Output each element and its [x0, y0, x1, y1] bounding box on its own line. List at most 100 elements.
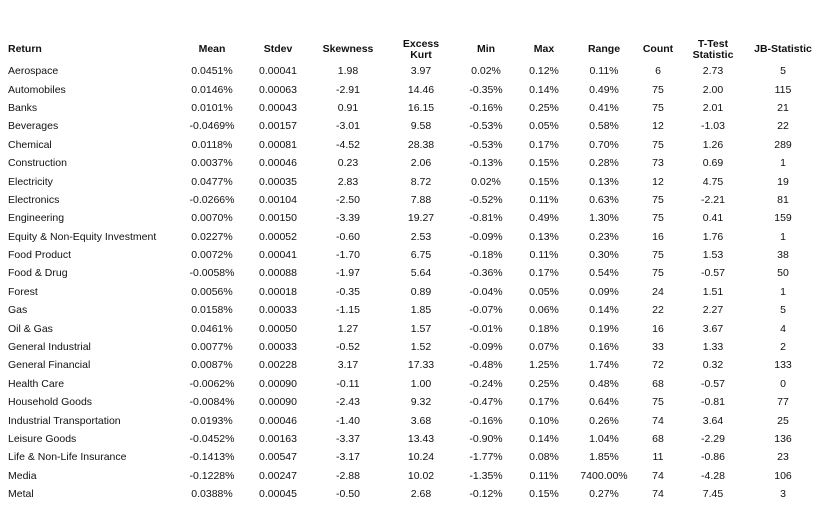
table-cell: 9.32 — [410, 396, 432, 409]
table-cell: 0.23% — [589, 230, 619, 243]
table-cell: 1.27 — [337, 322, 359, 335]
row-label: Gas — [8, 304, 28, 317]
table-cell: 0.16% — [589, 341, 619, 354]
table-cell: 0.0193% — [191, 414, 233, 427]
table-cell: 75 — [652, 267, 664, 280]
table-cell: 75 — [652, 83, 664, 96]
table-row: Equity & Non-Equity Investment 0.0227% 0.0… — [6, 228, 820, 246]
column-header-text: T-Test — [697, 37, 729, 50]
row-label: Leisure Goods — [8, 433, 77, 445]
table-cell: 0.17% — [529, 396, 559, 409]
row-label: Metal — [8, 488, 34, 501]
table-row: Engineering 0.0070% 0.00150 -3.39 19.27 -0.81… — [6, 209, 820, 227]
table-cell: 0.09% — [589, 285, 619, 298]
table-cell: 73 — [652, 157, 664, 170]
table-cell: 68 — [652, 377, 664, 390]
table-cell: 0.15% — [529, 175, 559, 188]
column-header-text: JB-Statistic — [754, 43, 812, 55]
table-cell: 7400.00% — [580, 469, 628, 482]
table-cell: -0.35% — [469, 83, 503, 96]
table-cell: 0.23 — [337, 157, 359, 170]
table-cell: 16.15 — [407, 101, 435, 114]
table-cell: 19.27 — [407, 212, 435, 225]
row-label: Life & Non-Life Insurance — [8, 451, 127, 464]
row-label: Equity & Non-Equity Investment — [8, 230, 157, 243]
table-cell: 136 — [774, 433, 792, 445]
table-cell: 0.17% — [529, 138, 559, 151]
column-header-text: Excess — [402, 37, 440, 50]
table-cell: 3.97 — [410, 65, 432, 78]
table-cell: -1.03 — [701, 120, 725, 133]
table-cell: 0.00090 — [259, 396, 297, 409]
table-cell: 0.0056% — [191, 285, 233, 298]
table-cell: 16 — [652, 322, 664, 335]
table-cell: 0.26% — [589, 414, 619, 427]
table-cell: 0.00033 — [259, 341, 297, 354]
table-cell: 12 — [652, 175, 664, 188]
table-cell: 6 — [655, 65, 661, 78]
table-cell: 1.04% — [589, 433, 619, 445]
table-cell: 0.00043 — [259, 101, 297, 114]
table-cell: 0.30% — [589, 249, 619, 262]
table-cell: 22 — [777, 120, 789, 133]
table-cell: 38 — [777, 249, 789, 262]
table-cell: 0.00090 — [259, 377, 297, 390]
table-cell: 4 — [780, 322, 786, 335]
table-cell: -2.43 — [336, 396, 360, 409]
table-cell: 0.0072% — [191, 249, 233, 262]
table-cell: 115 — [774, 83, 792, 96]
table-cell: 8.72 — [410, 175, 432, 188]
column-header-text: Range — [587, 43, 621, 55]
table-row: Industrial Transportation 0.0193% 0.00046 -… — [6, 411, 820, 429]
table-cell: 1.85% — [589, 451, 619, 464]
table-cell: 12 — [652, 120, 664, 133]
table-cell: 0.00228 — [259, 359, 297, 372]
row-label: Food Product — [8, 249, 72, 262]
table-row: Forest 0.0056% 0.00018 -0.35 0.89 -0.04% 0.05%… — [6, 283, 820, 301]
table-cell: -0.16% — [469, 101, 503, 114]
table-cell: -0.57 — [701, 377, 725, 390]
table-cell: -0.0084% — [189, 396, 235, 409]
table-cell: 0.0227% — [191, 230, 233, 243]
table-cell: 74 — [652, 414, 664, 427]
table-cell: 23 — [777, 451, 789, 464]
statistics-table: Return Mean Stdev Skewness Excess Kurt Min Max R… — [6, 37, 820, 503]
table-row: Household Goods -0.0084% 0.00090 -2.43 9.32 -… — [6, 393, 820, 411]
table-cell: -0.0469% — [189, 120, 235, 133]
table-cell: 0.06% — [529, 304, 559, 317]
table-cell: 3.64 — [702, 414, 724, 427]
table-row: Leisure Goods -0.0452% 0.00163 -3.37 13.43 -0… — [6, 430, 820, 448]
table-cell: 0.70% — [589, 138, 619, 151]
row-label: Beverages — [8, 120, 59, 133]
table-cell: 10.02 — [407, 469, 435, 482]
column-header: T-Test Statistic — [680, 37, 746, 62]
table-cell: -1.35% — [469, 469, 503, 482]
table-cell: 77 — [777, 396, 789, 409]
table-header: Return Mean Stdev Skewness Excess Kurt Min Max R… — [6, 37, 820, 62]
table-row: Aerospace 0.0451% 0.00041 1.98 3.97 0.02% 0.12… — [6, 62, 820, 80]
table-cell: 0.00050 — [259, 322, 297, 335]
table-cell: 0.0158% — [191, 304, 233, 317]
table-cell: 1.30% — [589, 212, 619, 225]
table-row: General Industrial 0.0077% 0.00033 -0.52 1.5… — [6, 338, 820, 356]
table-cell: 0.28% — [589, 157, 619, 170]
table-cell: 0.00547 — [259, 451, 297, 464]
table-cell: 0.54% — [589, 267, 619, 280]
table-cell: 0.02% — [471, 65, 501, 78]
table-row: Oil & Gas 0.0461% 0.00050 1.27 1.57 -0.01% 0.1… — [6, 319, 820, 337]
table-cell: 0.27% — [589, 488, 619, 501]
table-cell: 0.07% — [529, 341, 559, 354]
table-cell: -0.81 — [701, 396, 725, 409]
column-header: Count — [636, 37, 680, 62]
table-cell: 0.08% — [529, 451, 559, 464]
table-cell: -0.48% — [469, 359, 503, 372]
row-label: Oil & Gas — [8, 322, 53, 335]
table-cell: 289 — [774, 138, 792, 151]
row-label: Automobiles — [8, 83, 66, 96]
table-cell: 16 — [652, 230, 664, 243]
table-cell: 133 — [774, 359, 792, 372]
table-cell: 0.00046 — [259, 157, 297, 170]
table-cell: 1.98 — [337, 65, 359, 78]
table-cell: 0.00150 — [259, 212, 297, 225]
table-cell: 0.00247 — [259, 469, 297, 482]
